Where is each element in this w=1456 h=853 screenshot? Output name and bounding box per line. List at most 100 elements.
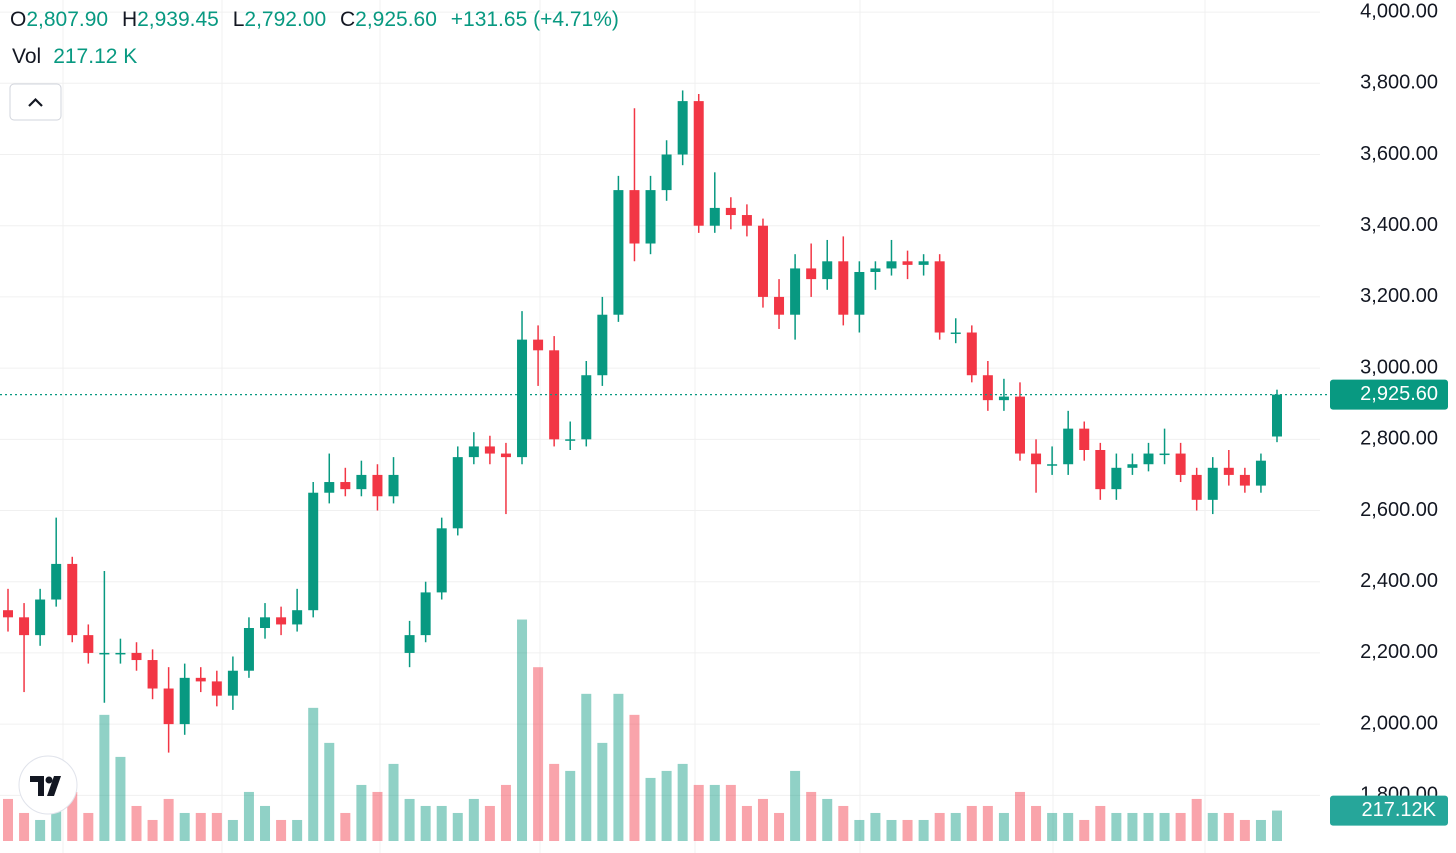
candle-body <box>1031 453 1042 465</box>
volume-bar <box>1031 805 1042 841</box>
candles <box>3 90 1282 753</box>
volume-bar <box>292 819 303 841</box>
y-tick-label: 2,200.00 <box>1360 641 1438 663</box>
volume-bar <box>1111 812 1122 841</box>
candle-body <box>597 314 608 376</box>
last-price-label: 2,925.60 <box>1360 383 1438 405</box>
candle-body <box>211 681 222 696</box>
volume-bar <box>661 770 672 841</box>
candle-body <box>308 492 319 611</box>
candle-body <box>565 439 576 441</box>
candle-body <box>1111 467 1122 490</box>
candle-body <box>645 190 656 244</box>
candle-body <box>179 677 190 725</box>
volume-bar <box>420 805 431 841</box>
volume-bar <box>67 791 78 841</box>
candle-body <box>581 375 592 440</box>
candle-body <box>757 225 768 297</box>
candle-body <box>468 446 479 458</box>
candle-body <box>260 617 271 629</box>
close-value: 2,925.60 <box>355 8 437 31</box>
volume-bar <box>757 798 768 841</box>
volume-bar <box>227 819 238 841</box>
volume-bar <box>484 805 495 841</box>
volume-bar <box>468 798 479 841</box>
candle-body <box>1063 428 1074 465</box>
logo-circle[interactable] <box>18 755 78 815</box>
candle-body <box>533 339 544 351</box>
candle-body <box>292 610 303 625</box>
volume-bar <box>645 777 656 841</box>
y-tick-label: 3,400.00 <box>1360 214 1438 236</box>
volume-bar <box>870 812 881 841</box>
candle-body <box>1255 460 1266 486</box>
logo-dot <box>45 776 53 784</box>
volume-bar <box>1239 819 1250 841</box>
high-value: 2,939.45 <box>137 8 219 31</box>
candle-body <box>918 261 929 265</box>
volume-bar <box>774 812 785 841</box>
volume-bar <box>725 784 736 841</box>
volume-bar <box>854 819 865 841</box>
candle-body <box>35 599 46 636</box>
y-tick-label: 2,000.00 <box>1360 712 1438 734</box>
candle-body <box>1239 474 1250 486</box>
volume-bar <box>131 805 142 841</box>
candle-body <box>195 677 206 682</box>
candle-body <box>1079 428 1090 450</box>
volume-bar <box>549 763 560 841</box>
volume-bar <box>19 812 30 841</box>
candle-body <box>806 268 817 280</box>
candle-body <box>886 261 897 269</box>
volume-bar <box>1272 810 1282 841</box>
volume-bar <box>581 693 592 841</box>
volume-legend: Vol 217.12 K <box>12 45 137 68</box>
candle-body <box>517 339 528 458</box>
candle-body <box>774 296 785 315</box>
volume-bar <box>308 707 319 841</box>
y-tick-label: 3,600.00 <box>1360 143 1438 165</box>
volume-bar <box>966 805 977 841</box>
volume-bar <box>838 805 849 841</box>
candle-body <box>131 652 142 661</box>
candle-body <box>1095 449 1106 490</box>
volume-pane <box>3 619 1282 841</box>
candle-body <box>388 474 399 497</box>
candle-body <box>420 592 431 636</box>
volume-bar <box>356 784 367 841</box>
volume-bar <box>452 812 463 841</box>
candle-body <box>1127 464 1138 468</box>
volume-bar <box>1255 819 1266 841</box>
candle-body <box>677 101 688 155</box>
volume-bar <box>195 812 206 841</box>
volume-bar <box>3 798 13 841</box>
volume-bar <box>404 798 415 841</box>
volume-bar <box>565 770 576 841</box>
candle-body <box>1207 467 1218 500</box>
volume-bar <box>709 784 720 841</box>
candle-body <box>1223 467 1234 475</box>
low-label: L <box>233 8 245 31</box>
candle-body <box>243 628 254 671</box>
volume-bar <box>918 819 929 841</box>
candle-body <box>83 635 94 653</box>
candle-body <box>1143 453 1154 465</box>
volume-bar <box>1175 812 1186 841</box>
collapse-button-box[interactable] <box>9 83 62 121</box>
last-volume-badge <box>1330 795 1448 826</box>
volume-bar <box>99 714 110 841</box>
volume-bar <box>902 819 913 841</box>
volume-bar <box>741 805 752 841</box>
candle-body <box>982 375 993 401</box>
candle-body <box>19 617 30 636</box>
candle-body <box>1159 453 1170 456</box>
volume-bar <box>1223 812 1234 841</box>
candle-body <box>741 215 752 226</box>
tradingview-logo[interactable] <box>18 755 78 815</box>
candle-body <box>436 528 447 593</box>
low-value: 2,792.00 <box>244 8 326 31</box>
collapse-button[interactable] <box>9 83 62 121</box>
volume-bar <box>324 742 335 841</box>
y-tick-label: 3,000.00 <box>1360 356 1438 378</box>
